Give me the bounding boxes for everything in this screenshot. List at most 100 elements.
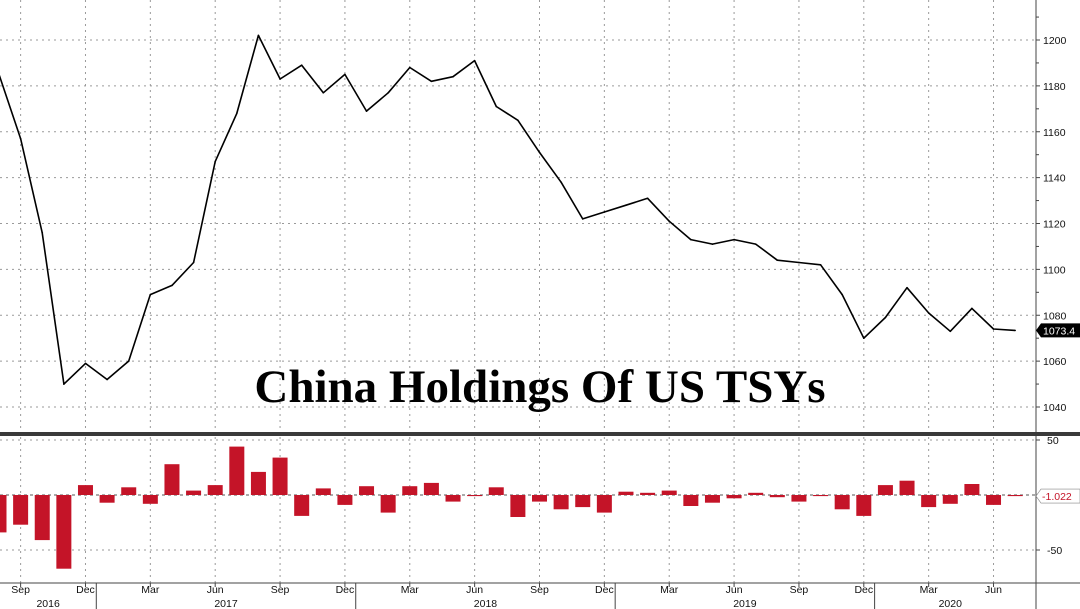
line-point bbox=[841, 293, 843, 296]
xtick-month-label: Dec bbox=[76, 584, 95, 596]
line-point bbox=[884, 316, 887, 319]
bar bbox=[553, 495, 569, 510]
top-ytick-label: 1120 bbox=[1043, 219, 1066, 231]
bar bbox=[56, 495, 72, 569]
xtick-month-label: Jun bbox=[466, 584, 483, 596]
line-point bbox=[625, 204, 627, 206]
bar bbox=[596, 495, 612, 513]
line-point bbox=[690, 238, 692, 241]
bar bbox=[769, 495, 785, 498]
line-point bbox=[300, 64, 303, 67]
bar bbox=[229, 446, 245, 495]
line-point bbox=[798, 261, 800, 264]
top-ytick-label: 1080 bbox=[1043, 310, 1067, 322]
line-point bbox=[322, 91, 325, 94]
line-point bbox=[1014, 329, 1016, 332]
bar bbox=[13, 495, 29, 525]
xtick-month-label: Jun bbox=[985, 584, 1002, 596]
bar bbox=[964, 484, 980, 495]
xtick-month-label: Mar bbox=[141, 584, 160, 596]
line-point bbox=[171, 284, 173, 287]
line-point bbox=[84, 362, 87, 365]
bar bbox=[813, 495, 829, 497]
bar bbox=[748, 492, 764, 495]
top-last-value-label: 1073.4 bbox=[1043, 325, 1075, 337]
line-point bbox=[668, 220, 671, 223]
bar bbox=[272, 457, 288, 495]
top-ytick-label: 1180 bbox=[1043, 81, 1066, 93]
top-ytick-label: 1060 bbox=[1043, 356, 1067, 368]
line-point bbox=[279, 78, 281, 80]
line-point bbox=[819, 263, 822, 266]
xtick-year-label: 2016 bbox=[36, 598, 60, 609]
xtick-month-label: Mar bbox=[660, 584, 679, 596]
bar bbox=[532, 495, 547, 502]
xtick-month-label: Mar bbox=[920, 584, 939, 596]
bar bbox=[986, 495, 1002, 505]
xtick-year-label: 2019 bbox=[733, 598, 757, 609]
bar bbox=[359, 486, 375, 495]
bar bbox=[791, 495, 807, 502]
bottom-last-value-badge bbox=[1035, 488, 1080, 504]
top-ytick-label: 1100 bbox=[1043, 264, 1066, 276]
line-point bbox=[863, 337, 865, 339]
bar bbox=[683, 495, 699, 506]
xtick-year-label: 2018 bbox=[474, 598, 498, 609]
xtick-month-label: Jun bbox=[207, 584, 224, 596]
bar bbox=[856, 495, 872, 516]
bar bbox=[0, 495, 7, 533]
xtick-month-label: Sep bbox=[271, 584, 290, 596]
line-point bbox=[106, 378, 108, 381]
bar bbox=[834, 495, 850, 510]
bar bbox=[294, 495, 310, 516]
line-point bbox=[646, 197, 649, 200]
bar bbox=[618, 491, 634, 495]
line-point bbox=[236, 112, 238, 115]
line-point bbox=[711, 243, 714, 245]
xtick-month-label: Dec bbox=[336, 584, 355, 596]
bar bbox=[877, 485, 893, 495]
bar bbox=[402, 486, 418, 495]
line-point bbox=[949, 330, 952, 333]
bar bbox=[121, 487, 137, 495]
top-last-value-badge bbox=[1036, 323, 1080, 338]
xtick-month-label: Mar bbox=[401, 584, 420, 596]
line-point bbox=[149, 293, 152, 296]
line-point bbox=[971, 307, 973, 310]
line-point bbox=[365, 110, 368, 112]
line-point bbox=[63, 383, 65, 385]
bar bbox=[99, 495, 115, 503]
bar bbox=[661, 490, 677, 495]
bar bbox=[250, 471, 266, 495]
panel-divider bbox=[0, 432, 1080, 436]
line-point bbox=[408, 66, 411, 69]
line-point bbox=[41, 231, 44, 234]
bar bbox=[186, 490, 202, 495]
line-point bbox=[733, 238, 735, 241]
line-point bbox=[452, 75, 454, 78]
bottom-panel-grid bbox=[0, 437, 1036, 583]
bar bbox=[315, 488, 331, 495]
bar bbox=[899, 480, 915, 495]
line-point bbox=[257, 34, 260, 37]
xtick-month-label: Dec bbox=[854, 584, 873, 596]
chart-title: China Holdings Of US TSYs bbox=[254, 361, 825, 413]
line-point bbox=[603, 211, 606, 213]
line-point bbox=[927, 312, 930, 314]
line-point bbox=[387, 91, 389, 94]
bar bbox=[510, 495, 526, 517]
bar bbox=[142, 495, 158, 504]
bar bbox=[34, 495, 50, 541]
top-ytick-label: 1200 bbox=[1043, 35, 1067, 47]
top-ytick-label: 1160 bbox=[1043, 127, 1066, 139]
bar bbox=[445, 495, 461, 502]
bar bbox=[423, 482, 439, 495]
line-point bbox=[19, 137, 22, 140]
line-point bbox=[992, 328, 995, 330]
bar bbox=[575, 495, 591, 508]
bar bbox=[640, 492, 656, 495]
line-point bbox=[906, 286, 908, 289]
bar bbox=[1007, 495, 1023, 497]
line-point bbox=[776, 259, 779, 262]
